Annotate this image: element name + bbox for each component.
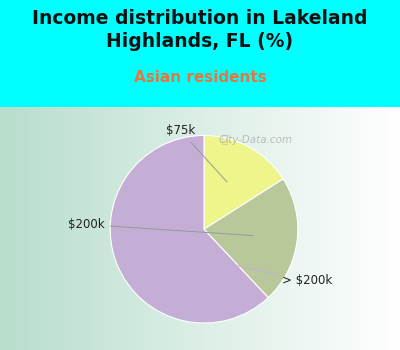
Text: ⓘ: ⓘ bbox=[222, 135, 228, 145]
Text: City-Data.com: City-Data.com bbox=[218, 135, 293, 145]
Text: $200k: $200k bbox=[68, 218, 252, 236]
Wedge shape bbox=[110, 135, 268, 323]
Wedge shape bbox=[204, 179, 298, 298]
Text: Income distribution in Lakeland
Highlands, FL (%): Income distribution in Lakeland Highland… bbox=[32, 9, 368, 51]
Text: Asian residents: Asian residents bbox=[134, 70, 266, 85]
Text: $75k: $75k bbox=[166, 124, 227, 182]
Wedge shape bbox=[204, 135, 283, 229]
Text: > $200k: > $200k bbox=[159, 249, 332, 287]
